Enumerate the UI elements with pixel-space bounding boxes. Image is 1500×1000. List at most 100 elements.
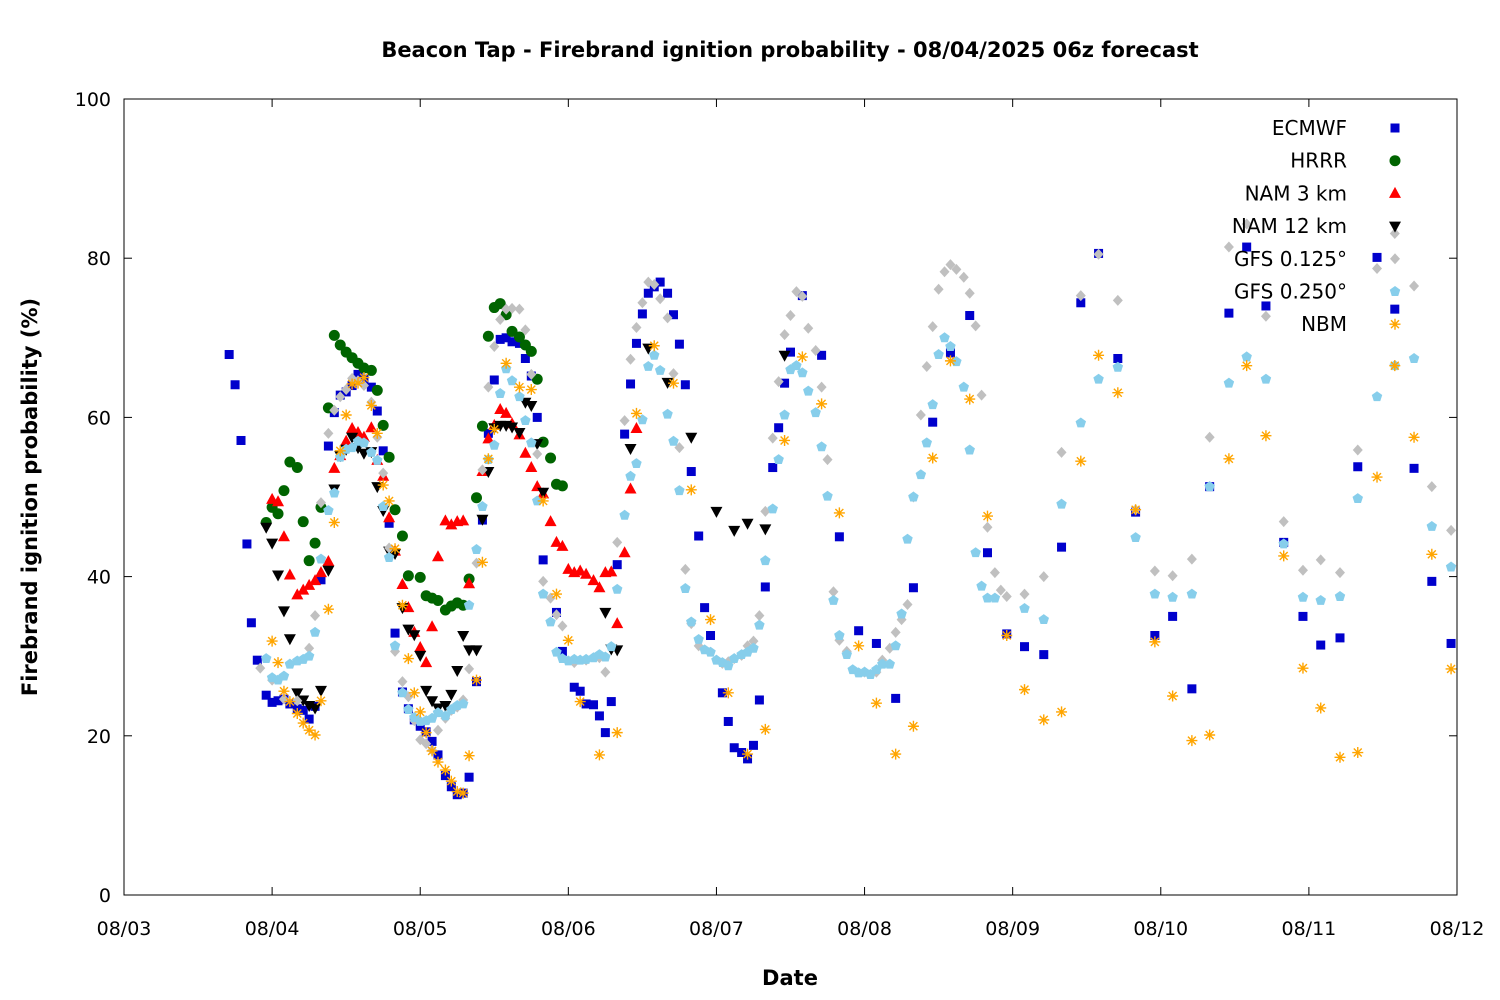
legend-label: NAM 12 km [1232,214,1347,238]
data-point [589,700,599,710]
legend-marker [1389,186,1401,198]
data-point [1426,548,1438,560]
data-point [489,439,500,450]
data-point [1187,684,1197,694]
data-point [316,575,326,585]
data-point [1426,481,1437,493]
data-point [890,748,902,760]
data-point [389,640,401,651]
data-point [1389,360,1401,372]
data-point [779,409,790,420]
data-point [266,538,279,550]
data-point [309,574,322,586]
data-point [1039,650,1049,660]
data-point [717,688,727,698]
legend-label: NBM [1301,312,1347,336]
data-point [545,616,556,627]
data-point [668,310,678,320]
data-point [470,645,483,657]
data-point [958,271,969,283]
data-point [463,750,475,762]
data-point [600,666,611,678]
data-point [329,487,340,498]
legend-marker [1390,253,1400,265]
series-nbm [266,340,1457,799]
data-point [538,575,549,587]
data-point [272,570,285,582]
data-point [402,624,415,636]
data-point [402,653,414,665]
data-point [668,435,679,446]
data-point [255,662,266,674]
data-point [1167,570,1178,582]
data-point [489,341,500,353]
data-point [606,697,616,707]
data-point [323,505,334,515]
data-point [328,516,340,528]
data-point [581,699,591,709]
data-point [748,642,759,653]
data-point [649,349,660,360]
data-point [304,642,315,654]
y-tick-label: 80 [87,248,111,270]
data-point [816,381,827,393]
data-point [477,464,488,476]
data-point [260,522,273,534]
data-point [420,685,433,697]
data-point [272,657,284,669]
data-point [507,337,517,347]
data-point [723,716,733,726]
data-point [631,338,641,348]
data-point [476,420,488,432]
data-point [397,676,408,688]
data-point [383,552,395,562]
data-point [377,479,389,491]
data-point [1445,663,1457,675]
data-point [593,749,605,761]
data-point [680,563,691,575]
data-point [537,588,549,599]
data-point [267,697,277,707]
data-point [964,393,976,405]
data-point [439,701,452,713]
data-point [741,518,754,530]
data-point [915,409,926,421]
y-tick-label: 100 [75,89,111,111]
data-point [655,293,666,305]
legend-marker [1389,318,1401,330]
data-point [1149,565,1160,577]
data-point [927,399,938,410]
data-point [1075,417,1087,428]
data-point [981,510,993,522]
data-point [525,461,538,473]
data-point [1001,630,1013,642]
data-point [737,748,747,758]
data-point [323,427,334,439]
data-point [514,338,524,348]
data-point [352,377,364,389]
data-point [520,353,530,363]
data-point [489,375,499,385]
data-point [365,399,377,411]
data-point [1130,504,1142,516]
data-point [964,287,975,299]
data-point [1038,571,1049,583]
data-point [283,634,296,646]
data-point [291,708,303,720]
data-point [283,568,296,580]
data-point [277,530,290,542]
data-point [1446,638,1456,648]
data-point [471,544,482,554]
data-point [680,380,690,390]
data-point [907,720,919,732]
legend-item: ECMWF [1272,116,1400,140]
data-point [358,437,370,448]
data-point [982,521,993,533]
data-point [371,384,383,396]
data-point [551,609,562,621]
data-point [742,748,754,760]
data-point [928,417,938,427]
data-point [537,487,550,499]
data-point [674,339,684,349]
data-point [483,381,494,393]
